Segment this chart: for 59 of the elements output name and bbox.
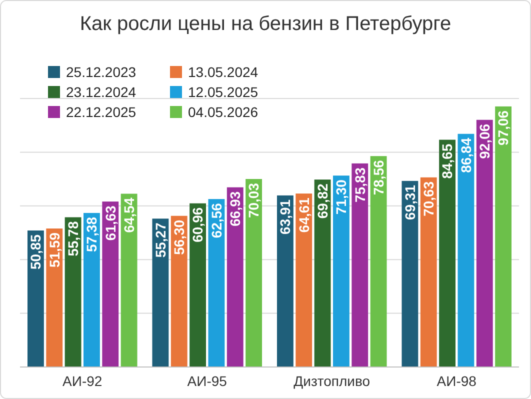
bar xyxy=(276,195,294,367)
data-label: 51,59 xyxy=(46,232,62,268)
data-label: 70,63 xyxy=(420,181,437,216)
data-label: 55,78 xyxy=(64,221,81,256)
bar xyxy=(352,163,368,367)
data-label: 60,96 xyxy=(190,207,206,242)
data-label: 55,27 xyxy=(152,222,168,258)
legend-label: 12.05.2025 xyxy=(188,84,258,100)
bar xyxy=(420,177,437,367)
bar xyxy=(152,218,169,367)
bar xyxy=(458,134,474,367)
data-label: 56,30 xyxy=(171,220,188,255)
bar xyxy=(64,217,82,367)
data-label: 50,85 xyxy=(28,234,44,270)
data-label: 64,61 xyxy=(296,197,312,233)
bar xyxy=(332,176,350,367)
bar xyxy=(226,187,244,367)
data-label: 78,56 xyxy=(370,160,386,196)
bar xyxy=(296,194,312,367)
data-label: 64,54 xyxy=(120,198,137,233)
bar xyxy=(190,203,206,367)
bar xyxy=(46,228,63,367)
data-label: 71,30 xyxy=(333,179,350,215)
bar xyxy=(402,180,418,367)
data-label: 62,56 xyxy=(208,202,224,238)
data-label: 84,65 xyxy=(439,144,456,179)
bar xyxy=(370,156,387,367)
bar xyxy=(495,106,512,367)
data-label: 69,82 xyxy=(314,183,330,219)
data-label: 69,31 xyxy=(402,184,418,220)
data-label: 63,91 xyxy=(277,199,294,234)
data-label: 57,38 xyxy=(84,216,100,252)
bar xyxy=(102,202,119,367)
x-tick-label: АИ-98 xyxy=(436,373,477,389)
bar xyxy=(246,178,262,367)
legend-label: 04.05.2026 xyxy=(188,104,258,120)
legend-label: 23.12.2024 xyxy=(66,84,136,100)
bar xyxy=(83,212,100,367)
data-label: 70,03 xyxy=(246,182,262,218)
x-tick-label: АИ-95 xyxy=(187,373,228,389)
bar xyxy=(476,120,493,367)
data-label: 66,93 xyxy=(227,191,244,226)
data-label: 86,84 xyxy=(458,138,474,173)
legend-label: 22.12.2025 xyxy=(66,104,136,120)
legend-label: 13.05.2024 xyxy=(188,64,258,80)
bar xyxy=(120,194,138,367)
data-label: 97,06 xyxy=(495,110,512,146)
bar xyxy=(27,230,44,367)
bar xyxy=(170,216,188,367)
data-label: 61,63 xyxy=(102,205,118,241)
bar xyxy=(439,140,456,367)
bar xyxy=(208,199,225,367)
chart-title: Как росли цены на бензин в Петербурге xyxy=(80,13,452,35)
data-label: 75,83 xyxy=(352,167,368,202)
x-tick-label: АИ-92 xyxy=(62,373,102,389)
legend-label: 25.12.2023 xyxy=(66,64,136,80)
bar xyxy=(314,180,331,367)
x-tick-label: Дизтопливо xyxy=(294,373,370,389)
data-label: 92,06 xyxy=(476,124,493,159)
